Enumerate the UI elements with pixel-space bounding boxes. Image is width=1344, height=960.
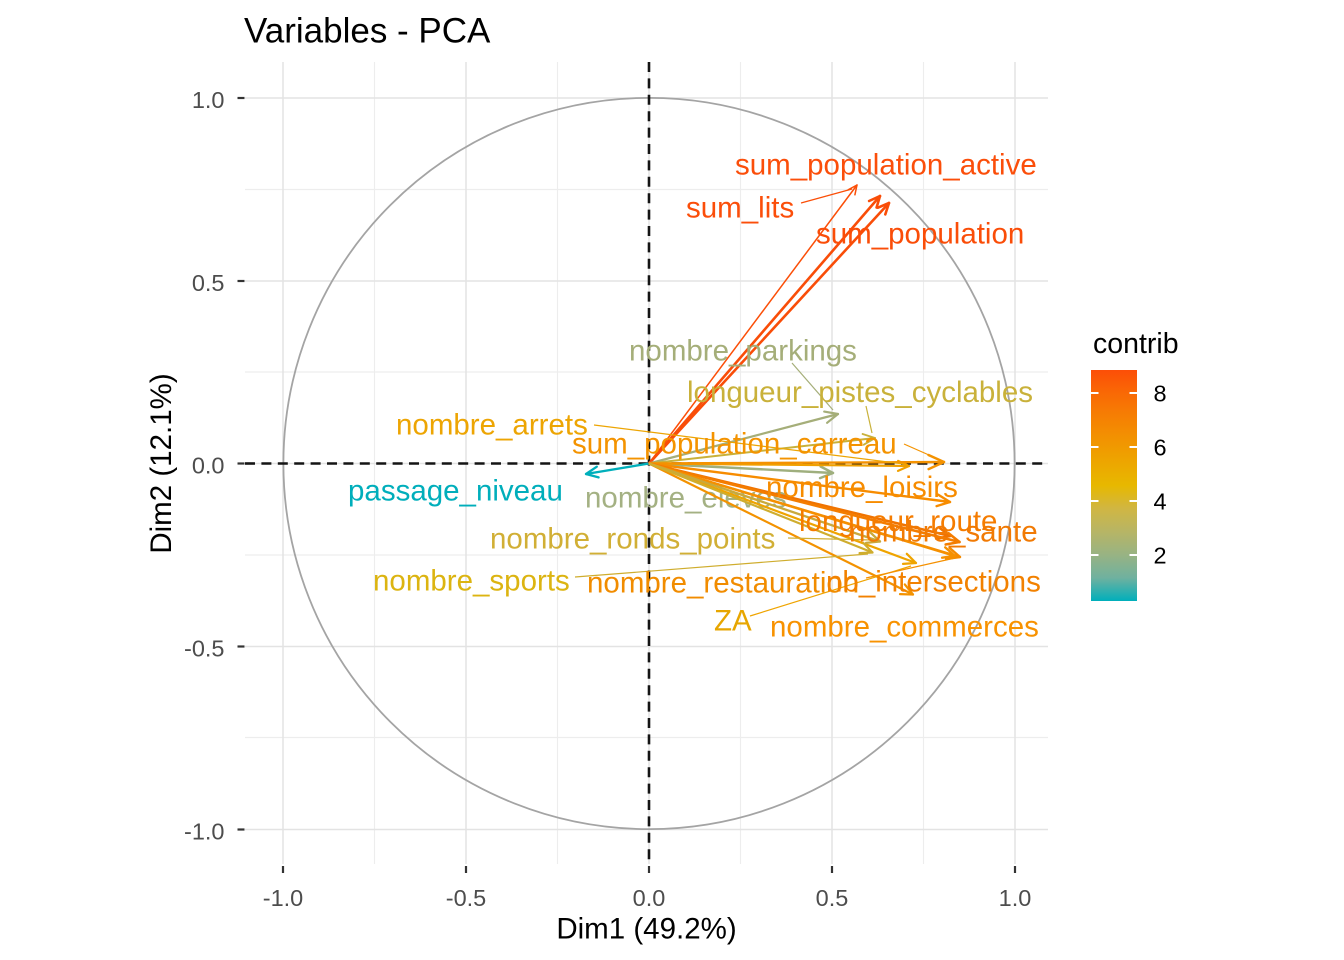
svg-text:-0.5: -0.5 [446,885,487,911]
svg-text:longueur_pistes_cyclables: longueur_pistes_cyclables [687,376,1033,409]
svg-text:1.0: 1.0 [999,885,1032,911]
svg-text:8: 8 [1154,380,1167,406]
svg-text:sum_lits: sum_lits [686,192,794,225]
svg-text:-1.0: -1.0 [184,818,225,844]
svg-text:6: 6 [1154,434,1167,460]
svg-text:0.0: 0.0 [633,885,666,911]
svg-text:longueur_route: longueur_route [799,505,997,538]
svg-text:passage_niveau: passage_niveau [348,475,563,508]
svg-text:nombre_commerces: nombre_commerces [770,611,1039,644]
svg-text:nombre_restauration: nombre_restauration [587,567,859,600]
svg-text:0.5: 0.5 [816,885,849,911]
svg-text:sum_population: sum_population [816,218,1024,251]
svg-text:contrib: contrib [1093,328,1179,360]
svg-text:2: 2 [1154,542,1167,568]
svg-text:nombre_loisirs: nombre_loisirs [766,471,958,504]
svg-text:1.0: 1.0 [192,87,225,113]
svg-text:sum_population_carreau: sum_population_carreau [572,428,897,461]
svg-text:0.0: 0.0 [192,452,225,478]
svg-text:nombre_sante: nombre_sante [849,516,1038,549]
svg-text:nombre_arrets: nombre_arrets [396,409,588,442]
svg-text:nombre_ronds_points: nombre_ronds_points [490,523,775,556]
svg-text:ZA: ZA [714,605,752,638]
svg-text:Dim1 (49.2%): Dim1 (49.2%) [556,913,736,946]
svg-text:0.5: 0.5 [192,270,225,296]
svg-text:Dim2 (12.1%): Dim2 (12.1%) [145,373,178,553]
svg-text:Variables - PCA: Variables - PCA [244,12,491,51]
svg-text:nombre_eleves: nombre_eleves [585,482,787,515]
svg-text:-0.5: -0.5 [184,635,225,661]
svg-text:nombre_parkings: nombre_parkings [629,335,857,368]
svg-text:sum_population_active: sum_population_active [735,149,1037,182]
svg-text:-1.0: -1.0 [263,885,304,911]
svg-text:nb_intersections: nb_intersections [826,566,1041,599]
svg-text:4: 4 [1154,488,1167,514]
svg-text:nombre_sports: nombre_sports [373,565,570,598]
